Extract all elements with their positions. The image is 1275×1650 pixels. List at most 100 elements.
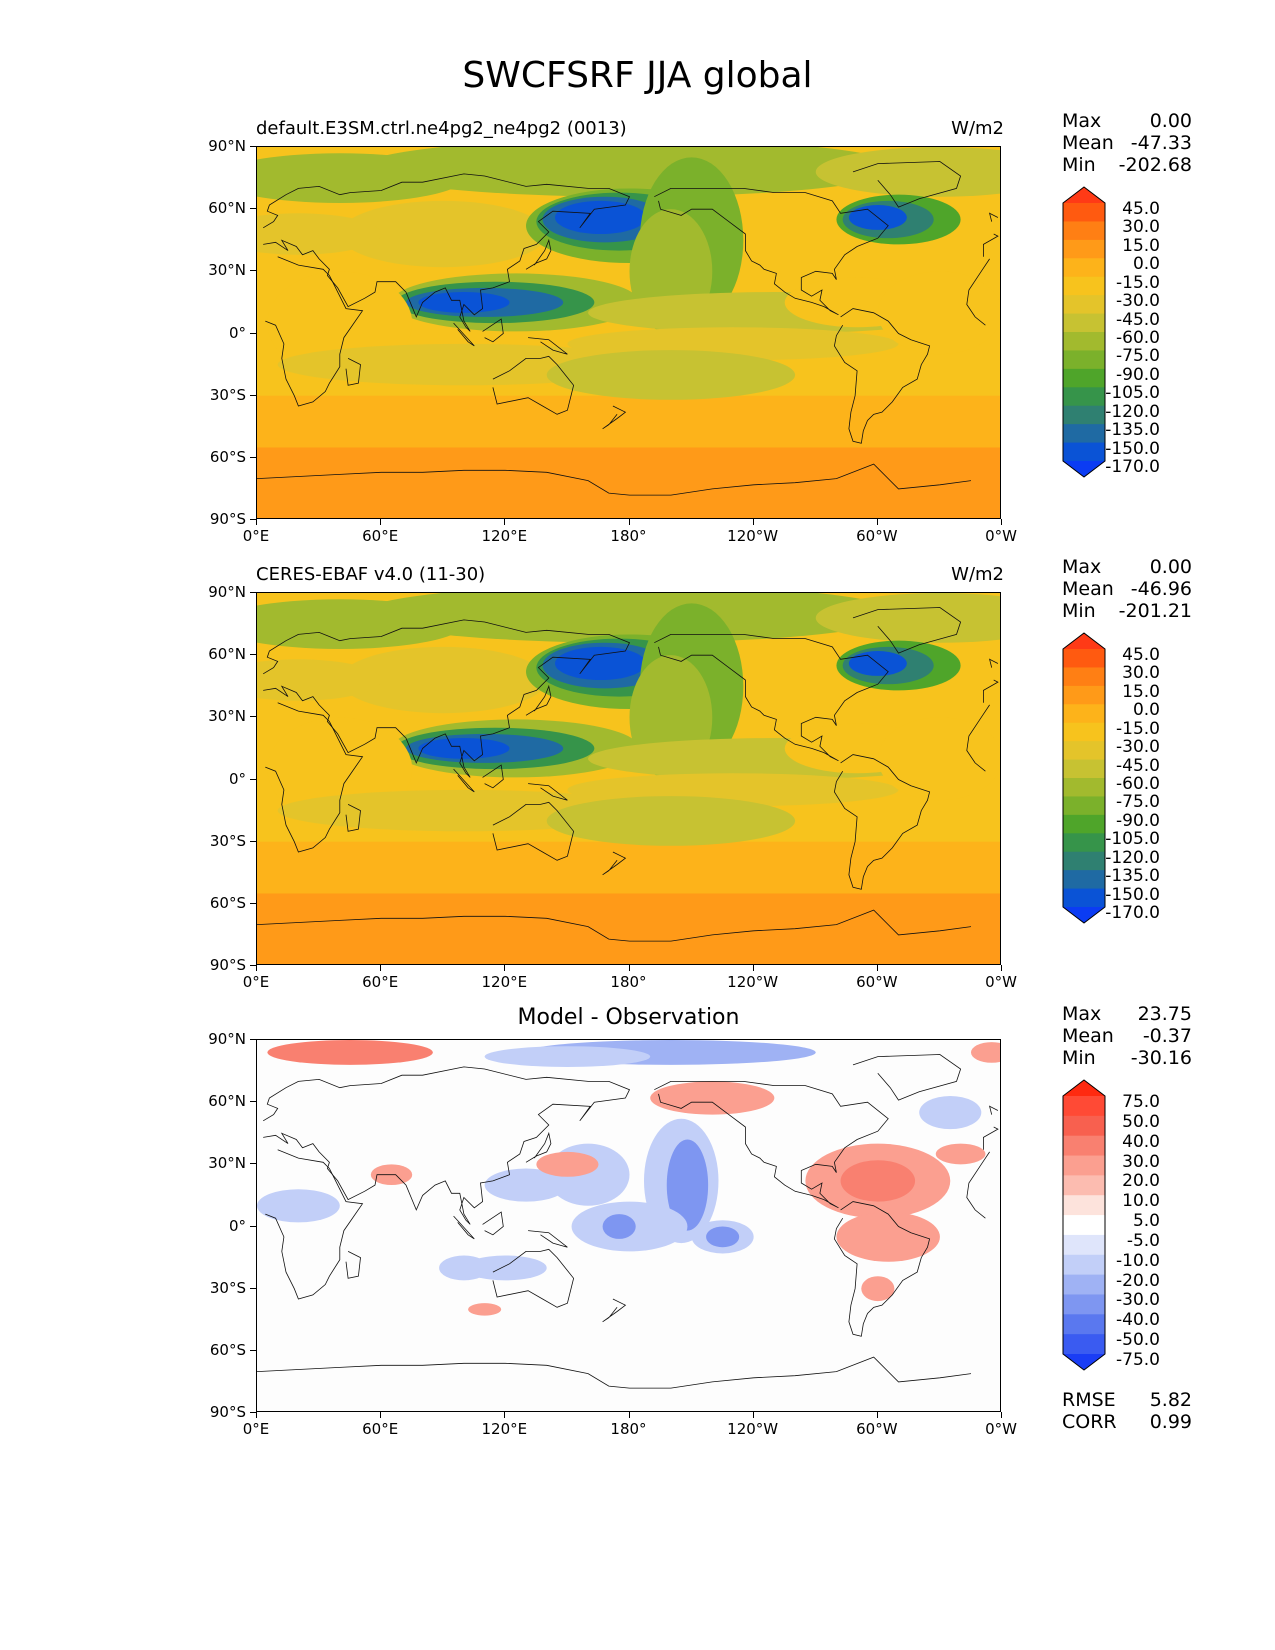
colorbar-label: -135.0 xyxy=(1105,866,1160,887)
contour-fill xyxy=(555,646,647,681)
panel-title: Model - Observation xyxy=(517,1005,740,1030)
coastline xyxy=(265,256,990,407)
colorbar-label: -90.0 xyxy=(1116,364,1160,385)
stat-label: Max xyxy=(1062,556,1102,578)
colorbar-segment xyxy=(1063,387,1105,407)
lat-tick-label: 30°S xyxy=(209,1278,246,1297)
stat-label: Min xyxy=(1062,1047,1096,1069)
coastline xyxy=(654,634,889,762)
contour-fill xyxy=(836,1211,940,1262)
contour-fill xyxy=(257,659,382,701)
lat-tick-mark xyxy=(250,1101,256,1103)
lat-tick-label: 60°S xyxy=(209,893,246,912)
lon-tick-mark xyxy=(752,965,754,971)
panel-units: W/m2 xyxy=(951,564,1004,585)
lat-tick-label: 0° xyxy=(228,1216,246,1235)
colorbar-segment xyxy=(1063,741,1105,761)
lon-tick-mark xyxy=(380,965,382,971)
lon-tick-mark xyxy=(1001,965,1002,971)
colorbar-segment xyxy=(1063,442,1105,462)
stat-row: Min -201.21 xyxy=(1062,600,1192,622)
colorbar-segment xyxy=(1063,1096,1105,1117)
lat-tick-label: 90°N xyxy=(208,1030,246,1048)
lon-tick-mark xyxy=(876,965,878,971)
colorbar-label: 75.0 xyxy=(1122,1092,1160,1112)
lat-tick-label: 30°S xyxy=(209,385,246,404)
colorbar-segment xyxy=(1063,759,1105,779)
corr-row: CORR 0.99 xyxy=(1062,1411,1192,1433)
lat-tick-mark xyxy=(250,208,256,210)
coastline xyxy=(492,355,575,415)
lon-tick-label: 60°W xyxy=(856,973,898,991)
stat-value: 0.00 xyxy=(1149,556,1192,578)
coastline xyxy=(525,1131,552,1163)
stat-row: Min -202.68 xyxy=(1062,154,1192,176)
lat-tick-label: 60°N xyxy=(208,1092,246,1111)
stat-label: Min xyxy=(1062,154,1096,176)
contour-fill xyxy=(257,395,1000,448)
colorbar-label: 0.0 xyxy=(1132,700,1160,721)
colorbar-label: -60.0 xyxy=(1116,774,1160,794)
colorbar-extend-min xyxy=(1063,461,1105,477)
colorbar-segment xyxy=(1063,1115,1105,1137)
colorbar-label: 5.0 xyxy=(1132,1211,1160,1232)
colorbar-label: 40.0 xyxy=(1122,1131,1160,1152)
colorbar-outline xyxy=(1062,186,1106,478)
contour-fill xyxy=(536,1151,599,1177)
colorbar-label: 20.0 xyxy=(1122,1171,1160,1192)
contour-fill xyxy=(546,350,796,400)
colorbar-label: -30.0 xyxy=(1116,737,1160,758)
lat-tick-label: 30°N xyxy=(208,1154,246,1173)
panel-title-left: default.E3SM.ctrl.ne4pg2_ne4pg2 (0013) xyxy=(256,118,627,139)
map-diff xyxy=(256,1039,1001,1412)
coastline xyxy=(528,783,568,801)
stat-row: Mean -46.96 xyxy=(1062,578,1192,600)
colorbar-label: -75.0 xyxy=(1116,1350,1160,1370)
lon-tick-mark xyxy=(256,519,257,525)
colorbar-segment xyxy=(1063,405,1105,425)
colorbar-extend-min xyxy=(1063,1354,1105,1370)
metrics-block: RMSE 5.82 CORR 0.99 xyxy=(1062,1389,1192,1433)
colorbar-label: -50.0 xyxy=(1116,1330,1160,1351)
colorbar-segment xyxy=(1063,685,1105,705)
lon-tick-mark xyxy=(504,965,506,971)
colorbar-label: 30.0 xyxy=(1122,663,1160,684)
stat-label: Mean xyxy=(1062,132,1114,154)
corr-label: CORR xyxy=(1062,1411,1117,1433)
contour-fill xyxy=(877,717,1000,801)
colorbar-extend-max xyxy=(1063,1080,1105,1096)
coastline xyxy=(492,1248,575,1308)
contour-fill xyxy=(840,1160,916,1202)
colorbar-label: -170.0 xyxy=(1105,903,1160,923)
lon-tick-label: 120°W xyxy=(727,1420,779,1438)
contour-fill xyxy=(970,1042,1000,1063)
lon-tick-label: 60°E xyxy=(362,527,399,545)
lat-tick-mark xyxy=(250,592,256,593)
rmse-label: RMSE xyxy=(1062,1389,1116,1411)
lon-tick-mark xyxy=(380,519,382,525)
lon-tick-label: 120°E xyxy=(481,973,528,991)
panel-title-left: CERES-EBAF v4.0 (11-30) xyxy=(256,564,486,585)
rmse-value: 5.82 xyxy=(1149,1389,1192,1411)
colorbar-segment xyxy=(1063,295,1105,315)
colorbar-segment xyxy=(1063,1155,1105,1176)
coastline xyxy=(262,173,999,332)
corr-value: 0.99 xyxy=(1149,1411,1192,1433)
figure-title: SWCFSRF JJA global xyxy=(462,55,813,96)
contour-fill xyxy=(257,1189,340,1223)
colorbar-segment xyxy=(1063,239,1105,259)
coastline xyxy=(482,318,504,343)
colorbar-label: -105.0 xyxy=(1105,829,1160,850)
colorbar-label: -75.0 xyxy=(1116,792,1160,813)
lat-tick-mark xyxy=(250,654,256,656)
lon-tick-mark xyxy=(628,519,630,525)
stat-label: Mean xyxy=(1062,1025,1114,1047)
colorbar-segment xyxy=(1063,1334,1105,1355)
colorbar-label: -105.0 xyxy=(1105,383,1160,404)
coastline xyxy=(528,337,568,355)
lat-tick-label: 60°S xyxy=(209,1340,246,1359)
lat-tick-mark xyxy=(250,716,256,718)
coastline xyxy=(654,1081,889,1209)
lon-tick-mark xyxy=(752,519,754,525)
coastline xyxy=(654,188,889,316)
